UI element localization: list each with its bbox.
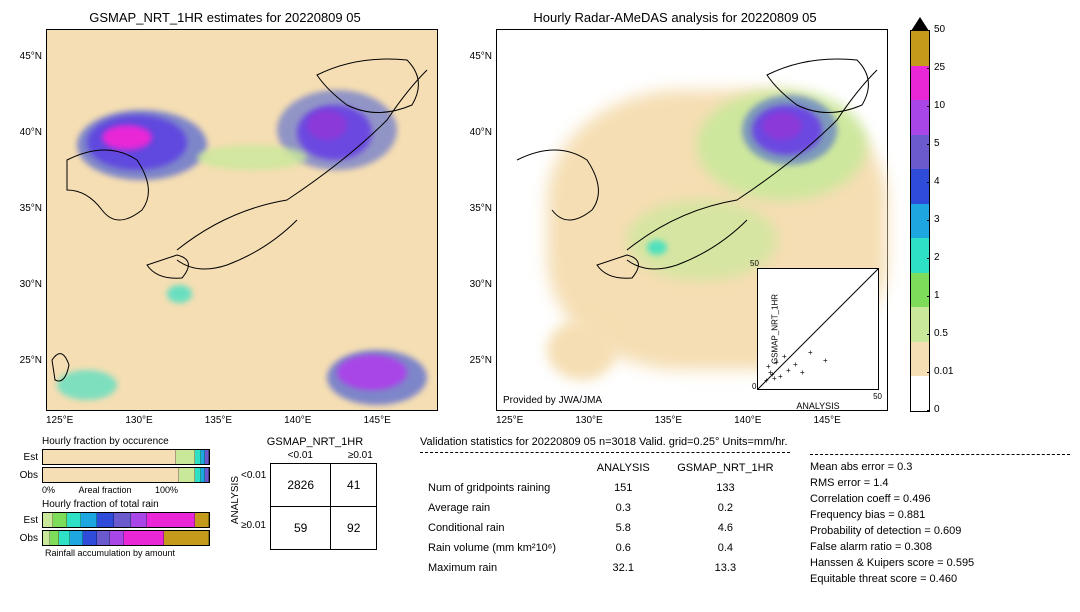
map-right-title: Hourly Radar-AMeDAS analysis for 2022080…	[460, 10, 890, 25]
stats-panel: Validation statistics for 20220809 05 n=…	[420, 436, 1070, 587]
fraction-occ-est	[42, 449, 210, 465]
fraction-total-obs	[42, 530, 210, 546]
fraction-total-est	[42, 512, 210, 528]
map-right-box: + + + + + + + + + + + + + 50 0 50 ANALYS	[496, 29, 888, 411]
contingency-panel: GSMAP_NRT_1HR ANALYSIS <0.01 ≥0.01 <0.01…	[230, 436, 400, 550]
map-right-xaxis: 125°E 130°E 135°E 140°E 145°E	[496, 415, 890, 426]
map-panel-right: Hourly Radar-AMeDAS analysis for 2022080…	[460, 10, 890, 426]
coastline-left	[47, 30, 437, 410]
map-right-yaxis: 45°N 40°N 35°N 30°N 25°N	[460, 29, 496, 411]
top-row: GSMAP_NRT_1HR estimates for 20220809 05 …	[10, 10, 1070, 426]
fraction-occ-title: Hourly fraction by occurence	[42, 436, 210, 447]
contingency-table: 2826 41 59 92	[270, 463, 377, 550]
fraction-panel: Hourly fraction by occurence Est Obs 0% …	[10, 436, 210, 562]
bottom-row: Hourly fraction by occurence Est Obs 0% …	[10, 436, 1070, 587]
map-left-yaxis: 45°N 40°N 35°N 30°N 25°N	[10, 29, 46, 411]
map-panel-left: GSMAP_NRT_1HR estimates for 20220809 05 …	[10, 10, 440, 426]
stats-right: Mean abs error = 0.3RMS error = 1.4Corre…	[810, 436, 1070, 587]
colorbar-labels: 502510543210.50.010	[930, 30, 960, 410]
colorbar-arrow-icon	[911, 17, 929, 31]
map-left-box	[46, 29, 438, 411]
fraction-occ-obs	[42, 467, 210, 483]
stats-table: ANALYSIS GSMAP_NRT_1HR Num of gridpoints…	[420, 457, 790, 579]
provided-label: Provided by JWA/JMA	[503, 395, 602, 406]
map-left-title: GSMAP_NRT_1HR estimates for 20220809 05	[10, 10, 440, 25]
map-left-xaxis: 125°E 130°E 135°E 140°E 145°E	[46, 415, 440, 426]
scatter-inset: + + + + + + + + + + + + + 50 0 50 ANALYS	[757, 268, 879, 390]
fraction-total-title: Hourly fraction of total rain	[42, 499, 210, 510]
colorbar-panel: 502510543210.50.010	[910, 30, 960, 426]
stats-title: Validation statistics for 20220809 05 n=…	[420, 436, 790, 448]
colorbar	[910, 30, 930, 412]
